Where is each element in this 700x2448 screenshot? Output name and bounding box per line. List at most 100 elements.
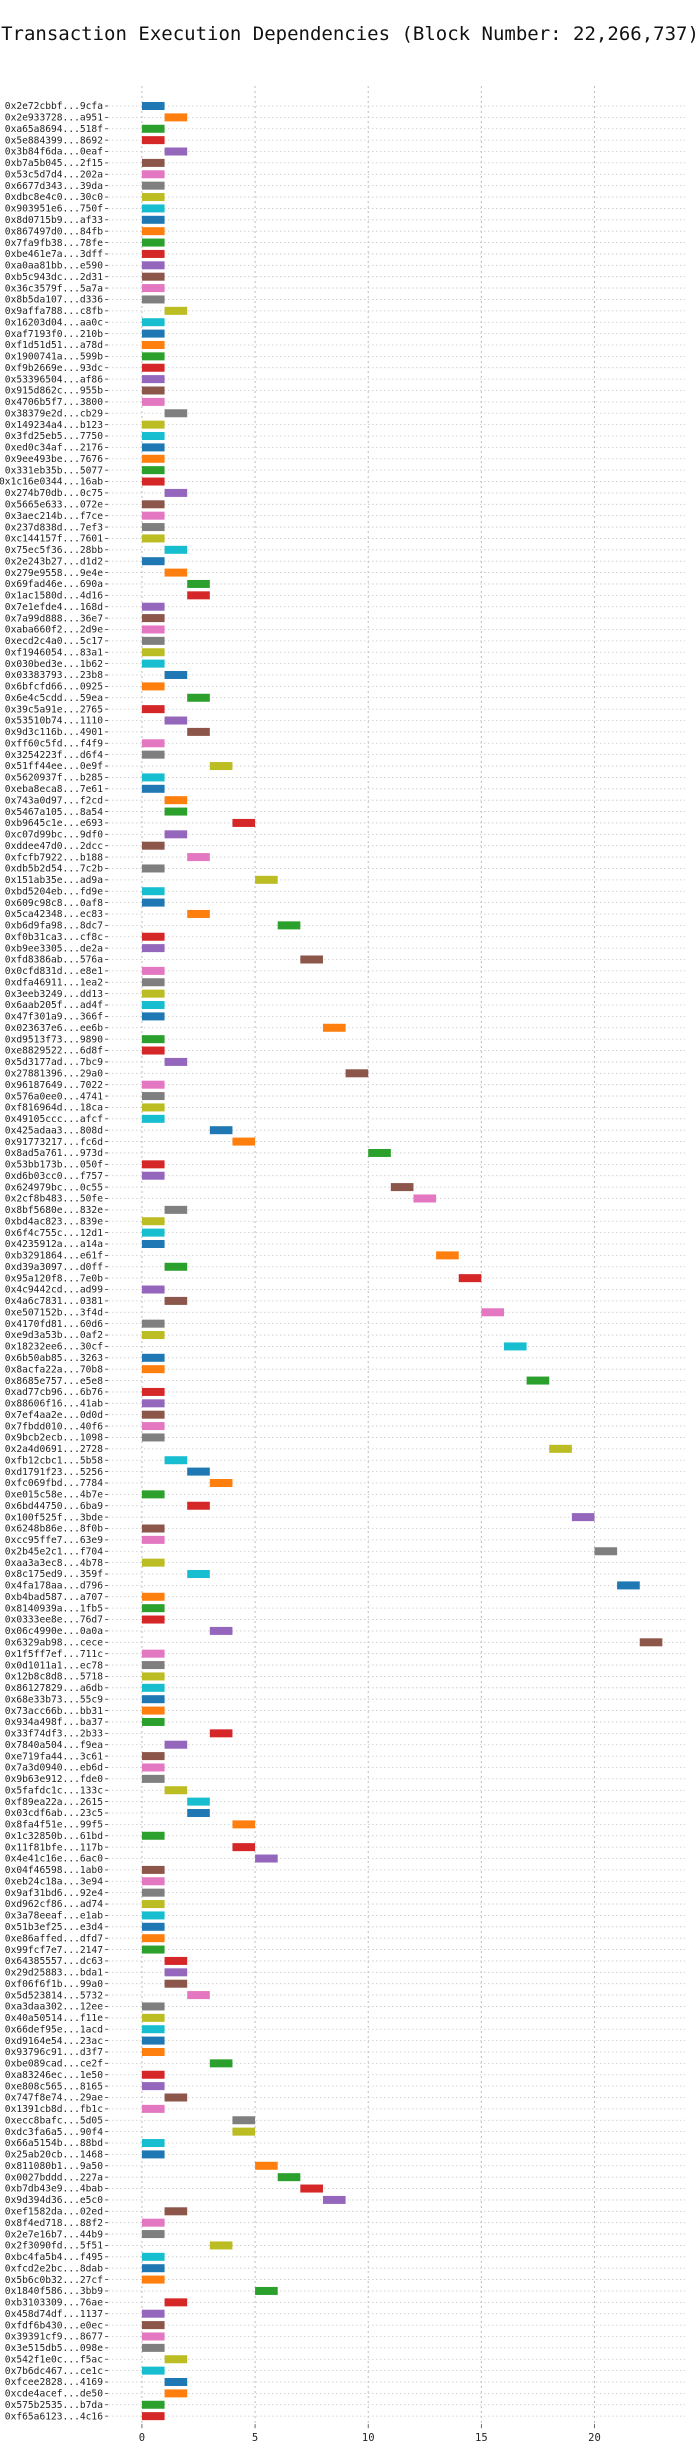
transaction-bar <box>141 944 165 953</box>
transaction-bar <box>164 1786 188 1795</box>
transaction-label: 0x53510b74...1110 <box>5 716 103 727</box>
transaction-label: 0x915d862c...955b <box>5 386 103 397</box>
transaction-bar <box>141 2252 165 2261</box>
transaction-bar <box>141 1046 165 1055</box>
transaction-label: 0x0d1011a1...ec78 <box>5 1660 103 1671</box>
transaction-bar <box>164 488 188 497</box>
transaction-bar <box>413 1194 437 1203</box>
transaction-bar <box>141 534 165 543</box>
x-axis-ticks: 0 5 10 15 20 <box>139 2424 601 2444</box>
transaction-bar <box>549 1444 572 1453</box>
transaction-label: 0xecd2c4a0...5c17 <box>5 636 103 647</box>
transaction-bar <box>187 1467 210 1476</box>
transaction-label: 0xbd4ac823...839e <box>5 1216 103 1227</box>
transaction-label: 0xd6b03cc0...f757 <box>5 1171 103 1182</box>
transaction-label: 0xbc4fa5b4...f495 <box>5 2252 103 2263</box>
transaction-label: 0x8acfa22a...70b8 <box>5 1364 103 1375</box>
transaction-label: 0x4c9442cd...ad99 <box>5 1285 103 1296</box>
transaction-label: 0x2e243b27...d1d2 <box>5 556 103 567</box>
transaction-bar <box>141 1752 165 1761</box>
transaction-label: 0x7ef4aa2e...0d0d <box>5 1410 103 1421</box>
transaction-label: 0xaa3a3ec8...4b78 <box>5 1558 103 1569</box>
transaction-label: 0x8b5da107...d336 <box>5 295 103 306</box>
transaction-bar <box>617 1581 640 1590</box>
transaction-bar <box>164 1205 188 1214</box>
transaction-bar <box>141 215 165 224</box>
transaction-bar <box>141 477 165 486</box>
transaction-label: 0x91773217...fc6d <box>5 1137 103 1148</box>
transaction-label: 0xdbc8e4c0...30c0 <box>5 192 103 203</box>
transaction-bar <box>164 1262 188 1271</box>
transaction-label: 0x0333ee8e...76d7 <box>5 1615 103 1626</box>
transaction-bar <box>141 1558 165 1567</box>
transaction-bar <box>141 1592 165 1601</box>
transaction-label: 0xb4bad587...a707 <box>5 1592 103 1603</box>
transaction-bar <box>141 523 165 532</box>
transaction-bar <box>164 1456 188 1465</box>
transaction-bar <box>141 1490 165 1499</box>
transaction-label: 0x3fd25eb5...7750 <box>5 431 103 442</box>
transaction-bar <box>141 1604 165 1613</box>
transaction-bar <box>141 1285 165 1294</box>
transaction-bar <box>164 1296 188 1305</box>
transaction-label: 0x6248b86e...8f0b <box>5 1524 103 1535</box>
transaction-label: 0x151ab35e...ad9a <box>5 875 103 886</box>
transaction-label: 0x023637e6...ee6b <box>5 1023 103 1034</box>
transaction-label: 0xd39a3097...d0ff <box>5 1262 103 1273</box>
transaction-label: 0xcc95ffe7...63e9 <box>5 1535 103 1546</box>
transaction-bar <box>141 2275 165 2284</box>
transaction-bar <box>141 1433 165 1442</box>
transaction-label: 0x2f3090fd...5f51 <box>5 2241 103 2252</box>
transaction-label: 0x609c98c8...0af8 <box>5 898 103 909</box>
transaction-label: 0xa0aa81bb...e590 <box>5 261 103 272</box>
transaction-label: 0xdfa46911...1ea2 <box>5 977 103 988</box>
transaction-bar <box>368 1148 391 1157</box>
transaction-bar <box>141 432 165 441</box>
transaction-label: 0xaba660f2...2d9e <box>5 625 103 636</box>
transaction-label: 0x53bb173b...050f <box>5 1160 103 1171</box>
transaction-label: 0x11f81bfe...117b <box>5 1842 103 1853</box>
transaction-bar <box>141 329 165 338</box>
transaction-bar <box>141 1706 165 1715</box>
transaction-bar <box>164 2207 188 2216</box>
transaction-label: 0xfd8386ab...576a <box>5 955 103 966</box>
transaction-label: 0xb3291864...e61f <box>5 1251 103 1262</box>
transaction-bar <box>141 363 165 372</box>
transaction-label: 0x3eeb3249...dd13 <box>5 989 103 1000</box>
transaction-label: 0x0027bddd...227a <box>5 2172 103 2183</box>
transaction-bar <box>164 306 188 315</box>
transaction-label: 0x5b6c0b32...27cf <box>5 2275 103 2286</box>
transaction-label: 0x6aab205f...ad4f <box>5 1000 103 1011</box>
transaction-label: 0x3b84f6da...0eaf <box>5 147 103 158</box>
transaction-label: 0x4706b5f7...3800 <box>5 397 103 408</box>
transaction-label: 0x624979bc...0c55 <box>5 1182 103 1193</box>
transaction-bar <box>187 1570 210 1579</box>
transaction-label: 0x8fa4f51e...99f5 <box>5 1820 103 1831</box>
transaction-bar <box>141 1035 165 1044</box>
transaction-label: 0x1c16e0344...16ab <box>0 477 103 488</box>
transaction-label: 0x68e33b73...55c9 <box>5 1694 103 1705</box>
transaction-label: 0x1f5ff7ef...711c <box>5 1649 103 1660</box>
transaction-bar <box>277 921 301 930</box>
transaction-bar <box>141 966 165 975</box>
transaction-bar <box>164 2389 188 2398</box>
transaction-label: 0x06c4990e...0a0a <box>5 1626 103 1637</box>
transaction-label: 0xe507152b...3f4d <box>5 1307 103 1318</box>
transaction-bar <box>187 693 210 702</box>
transaction-label: 0xbe089cad...ce2f <box>5 2059 103 2070</box>
transaction-bar <box>141 1114 165 1123</box>
transaction-bar <box>164 830 188 839</box>
transaction-bar <box>458 1274 482 1283</box>
transaction-label: 0x6b50ab85...3263 <box>5 1353 103 1364</box>
transaction-bar <box>322 2195 346 2204</box>
transaction-label: 0x3a78eeaf...e1ab <box>5 1911 103 1922</box>
transaction-label: 0xfcfb7922...b188 <box>5 852 103 863</box>
transaction-label: 0xfcd2e2bc...8dab <box>5 2263 103 2274</box>
transaction-bar <box>187 591 210 600</box>
transaction-label: 0x237d838d...7ef3 <box>5 522 103 533</box>
transaction-label: 0x86127829...a6db <box>5 1683 103 1694</box>
transaction-bar <box>571 1513 595 1522</box>
transaction-label: 0x27881396...29a0 <box>5 1069 103 1080</box>
transaction-label: 0xb5c943dc...2d31 <box>5 272 103 283</box>
transaction-label: 0x576a0ee0...4741 <box>5 1091 103 1102</box>
